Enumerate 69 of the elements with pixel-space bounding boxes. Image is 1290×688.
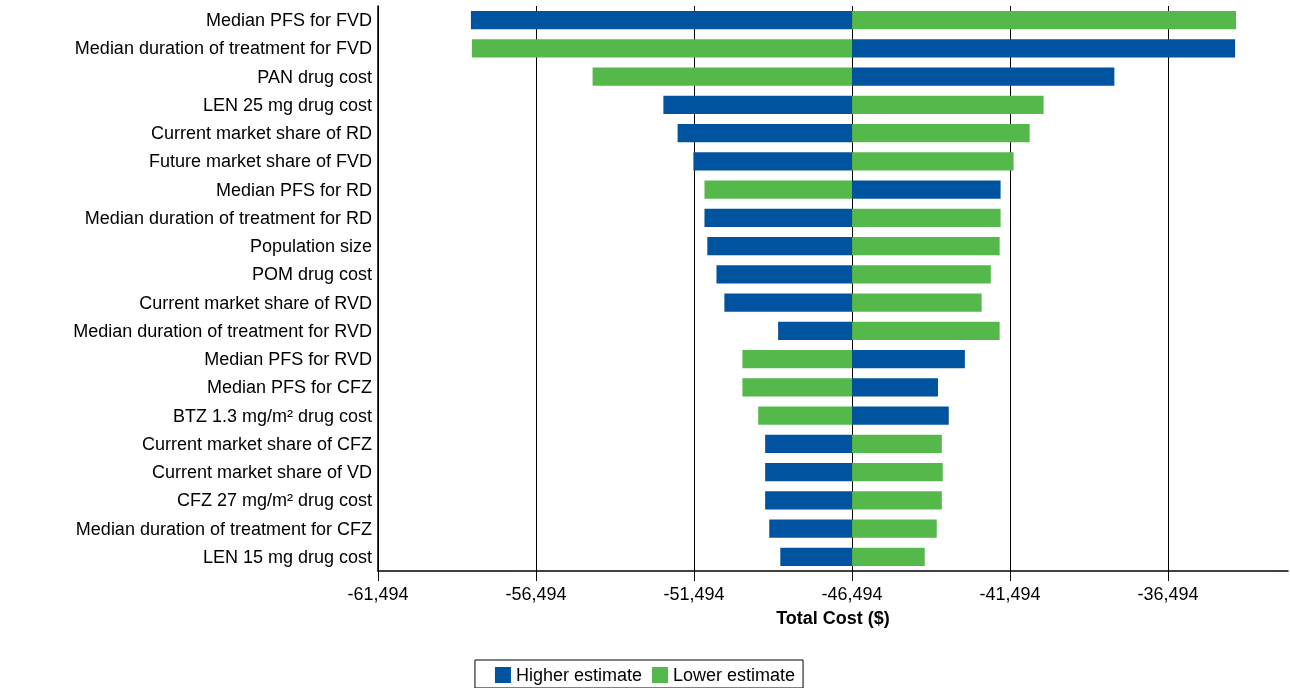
y-tick-label: Current market share of CFZ: [141, 433, 372, 454]
x-tick-label: -51,494: [663, 584, 725, 604]
bar: [765, 491, 853, 510]
y-tick-label: Median duration of treatment for CFZ: [75, 518, 372, 539]
bar: [742, 378, 853, 397]
x-tick-label: -61,494: [347, 584, 409, 604]
bar: [677, 123, 853, 143]
y-tick-label: LEN 15 mg drug cost: [202, 546, 372, 567]
bar: [852, 378, 939, 397]
bar: [852, 321, 1000, 341]
bar: [852, 180, 1001, 199]
bar: [852, 349, 965, 369]
bar: [765, 462, 853, 482]
y-tick-label: Population size: [249, 236, 372, 257]
y-tick-label: Median duration of treatment for RD: [84, 207, 372, 228]
y-tick-label: Current market share of RD: [150, 123, 372, 144]
y-tick-label: Median PFS for FVD: [205, 10, 372, 31]
y-tick-label: Median duration of treatment for FVD: [74, 38, 372, 59]
bar: [852, 39, 1236, 58]
bar: [769, 519, 853, 538]
bar: [742, 349, 853, 369]
y-tick-label: CFZ 27 mg/m² drug cost: [176, 490, 372, 511]
bar: [852, 10, 1237, 30]
bar: [852, 265, 991, 284]
bar: [852, 519, 937, 538]
bar: [470, 10, 853, 30]
bar: [852, 547, 925, 567]
bar: [852, 236, 1000, 256]
bar: [471, 39, 853, 58]
bar: [716, 265, 853, 284]
x-tick-label: -56,494: [505, 584, 567, 604]
bar: [704, 180, 853, 199]
x-tick-label: -36,494: [1137, 584, 1199, 604]
bar: [852, 293, 982, 312]
x-axis-title: Total Cost ($): [776, 608, 890, 628]
bar: [592, 67, 853, 86]
bar: [780, 547, 853, 567]
bar: [852, 491, 942, 510]
bar: [852, 95, 1044, 115]
bar: [724, 293, 853, 312]
y-tick-label: Future market share of FVD: [148, 151, 372, 172]
y-tick-label: Current market share of VD: [151, 462, 372, 483]
x-tick-label: -46,494: [821, 584, 883, 604]
y-tick-label: LEN 25 mg drug cost: [202, 94, 372, 115]
legend-label: Higher estimate: [515, 665, 643, 685]
bar: [663, 95, 853, 115]
y-tick-label: Median duration of treatment for RVD: [73, 320, 372, 341]
bar: [852, 152, 1014, 171]
bar: [765, 434, 853, 454]
bar: [852, 123, 1030, 143]
x-tick-label: -41,494: [979, 584, 1041, 604]
legend-label: Lower estimate: [673, 665, 796, 685]
bar: [693, 152, 853, 171]
bar: [852, 406, 949, 425]
y-tick-label: POM drug cost: [251, 264, 372, 285]
y-tick-label: Median PFS for RD: [215, 179, 372, 200]
bar: [852, 67, 1115, 86]
bar: [852, 434, 942, 454]
y-tick-label: Current market share of RVD: [139, 292, 372, 313]
bar: [778, 321, 853, 341]
bar: [852, 208, 1001, 228]
bar: [707, 236, 853, 256]
y-tick-label: Median PFS for RVD: [204, 349, 372, 370]
bar: [758, 406, 853, 425]
y-tick-label: BTZ 1.3 mg/m² drug cost: [172, 405, 372, 426]
y-tick-label: PAN drug cost: [257, 66, 372, 87]
y-tick-label: Median PFS for CFZ: [206, 377, 372, 398]
bar: [704, 208, 853, 228]
bar: [852, 462, 943, 482]
